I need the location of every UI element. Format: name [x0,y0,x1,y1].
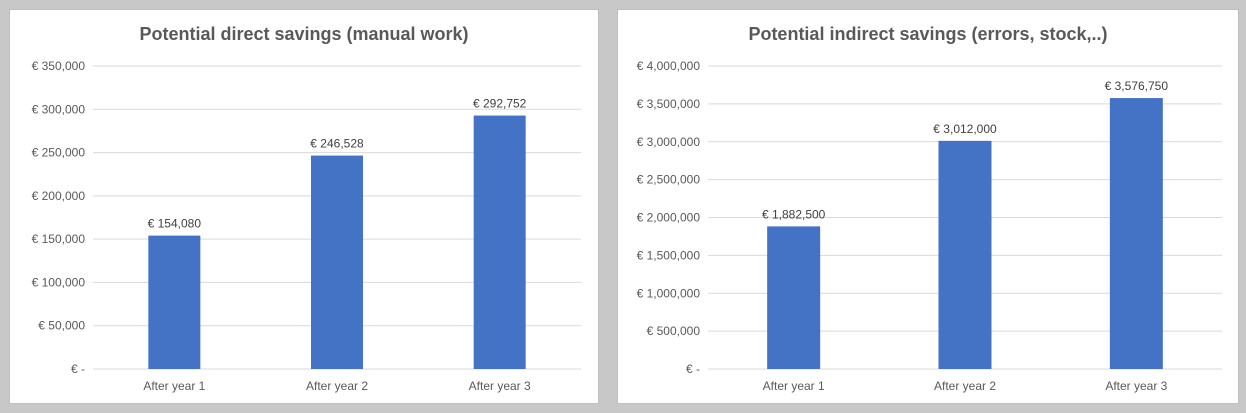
chart-title: Potential indirect savings (errors, stoc… [748,24,1108,44]
y-tick-label: € 2,500,000 [637,173,701,187]
y-tick-label: € 3,500,000 [637,97,701,111]
x-tick-label: After year 3 [469,379,531,393]
bar [938,140,992,369]
chart-panel-indirect-savings: Potential indirect savings (errors, stoc… [617,9,1239,404]
bar [311,155,363,369]
x-tick-label: After year 1 [143,379,205,393]
y-tick-label: € 300,000 [32,102,86,116]
x-tick-label: After year 3 [1105,379,1167,393]
y-tick-label: € 200,000 [32,189,86,203]
chart-panel-direct-savings: Potential direct savings (manual work) €… [9,9,599,404]
data-label: € 1,882,500 [762,207,826,221]
y-tick-label: € 1,500,000 [637,248,701,262]
y-tick-label: € 150,000 [32,232,86,246]
y-tick-label: € 100,000 [32,275,86,289]
y-tick-label: € - [71,362,85,376]
y-tick-label: € 4,000,000 [637,59,701,73]
data-label: € 246,528 [310,137,364,151]
x-tick-label: After year 2 [306,379,368,393]
y-tick-label: € - [686,362,700,376]
data-label: € 3,012,000 [933,122,997,136]
bar [148,235,201,369]
data-label: € 292,752 [473,97,527,111]
data-label: € 3,576,750 [1105,79,1169,93]
y-tick-label: € 1,000,000 [637,286,701,300]
x-tick-label: After year 2 [934,379,996,393]
chart-direct-savings: € - € 50,000 € 100,000 € 150,000 € 200,000 € … [32,59,581,393]
chart-indirect-savings: € - € 500,000 € 1,000,000 € 1,500,000 € 2,00… [637,59,1222,393]
x-tick-label: After year 1 [763,379,825,393]
y-tick-label: € 250,000 [32,146,86,160]
data-label: € 154,080 [148,217,202,231]
bar [473,115,526,369]
y-tick-label: € 500,000 [647,324,701,338]
y-tick-label: € 2,000,000 [637,211,701,225]
y-tick-label: € 50,000 [38,319,85,333]
y-tick-label: € 350,000 [32,59,86,73]
y-tick-label: € 3,000,000 [637,135,701,149]
chart-title: Potential direct savings (manual work) [139,24,469,44]
bar [767,226,821,369]
bar [1109,98,1163,369]
